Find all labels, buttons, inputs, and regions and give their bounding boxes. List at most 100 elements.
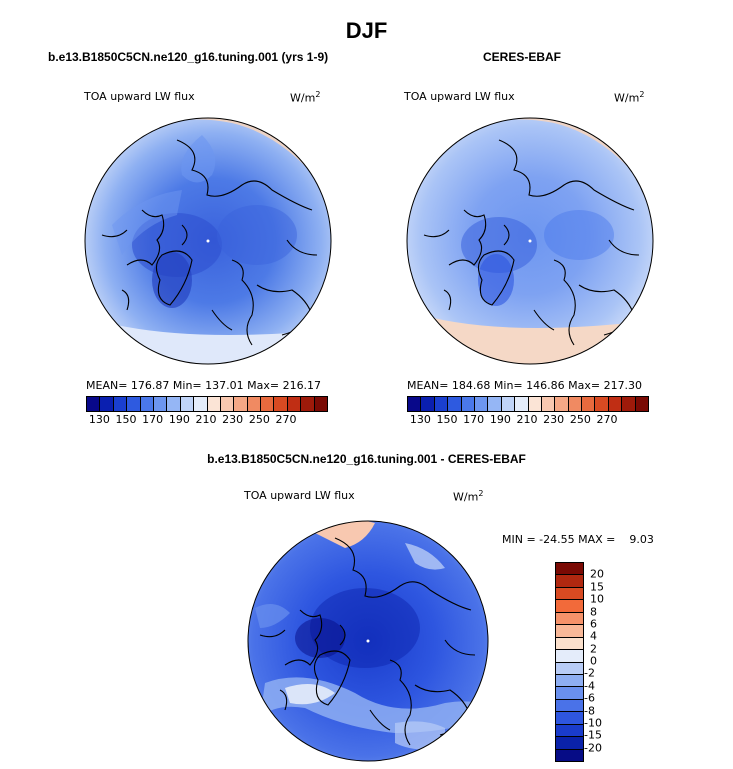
colorbar-tick-label: 190 (168, 413, 190, 426)
colorbar-swatch (556, 650, 583, 663)
colorbar-swatch (595, 397, 609, 411)
colorbar-swatch (556, 674, 583, 688)
colorbar-swatch (556, 737, 583, 750)
colorbar-swatch (556, 625, 583, 638)
colorbar-tick-label: 210 (516, 413, 538, 426)
colorbar-tick-label: 150 (115, 413, 137, 426)
colorbar-swatch (140, 397, 154, 411)
colorbar-tick-label: 250 (569, 413, 591, 426)
colorbar-tick-label: 270 (596, 413, 618, 426)
model-colorbar (86, 396, 328, 412)
colorbar-swatch (421, 397, 435, 411)
colorbar-tick-label: 4 (590, 629, 597, 643)
diff-colorbar-ticks: 20 15 10 8 6 4 2 0 -2 -4 -6 -8 -10 -15 -20 (584, 562, 620, 760)
colorbar-swatch (528, 397, 542, 411)
colorbar-tick-label: 2 (590, 642, 597, 656)
colorbar-swatch (207, 397, 221, 411)
colorbar-swatch (582, 397, 596, 411)
colorbar-tick-label: -8 (584, 704, 595, 717)
model-polar-map (84, 117, 332, 365)
colorbar-tick-label: 130 (409, 413, 431, 426)
colorbar-tick-label: -4 (584, 679, 595, 693)
colorbar-swatch (556, 600, 583, 613)
colorbar-swatch (113, 397, 128, 411)
colorbar-swatch (556, 612, 583, 626)
colorbar-swatch (501, 397, 516, 411)
obs-polar-map (406, 117, 654, 365)
colorbar-tick-label: 230 (222, 413, 244, 426)
colorbar-tick-label: -15 (584, 728, 602, 742)
colorbar-swatch (261, 397, 275, 411)
colorbar-swatch (301, 397, 315, 411)
colorbar-swatch (87, 397, 101, 411)
diff-panel-title: b.e13.B1850C5CN.ne120_g16.tuning.001 - C… (207, 452, 526, 466)
colorbar-tick-label: 20 (590, 567, 604, 581)
obs-colorbar (407, 396, 649, 412)
colorbar-swatch (556, 687, 583, 700)
colorbar-tick-label: 170 (463, 413, 485, 426)
colorbar-swatch (556, 662, 583, 675)
colorbar-swatch (556, 699, 583, 713)
colorbar-swatch (220, 397, 235, 411)
model-units-label: W/m2 (290, 90, 321, 105)
colorbar-swatch (556, 749, 583, 761)
diff-variable-label: TOA upward LW flux (244, 489, 355, 502)
model-variable-label: TOA upward LW flux (84, 90, 195, 103)
colorbar-tick-label: 150 (436, 413, 458, 426)
colorbar-swatch (556, 587, 583, 601)
colorbar-swatch (622, 397, 636, 411)
colorbar-swatch (234, 397, 248, 411)
model-panel-title: b.e13.B1850C5CN.ne120_g16.tuning.001 (yr… (48, 50, 329, 64)
colorbar-swatch (515, 397, 529, 411)
colorbar-tick-label: 130 (88, 413, 110, 426)
colorbar-tick-label: 10 (590, 592, 604, 606)
colorbar-swatch (448, 397, 462, 411)
obs-units-label: W/m2 (614, 90, 645, 105)
colorbar-swatch (541, 397, 556, 411)
colorbar-swatch (556, 724, 583, 738)
colorbar-tick-label: 190 (489, 413, 511, 426)
colorbar-tick-label: 230 (543, 413, 565, 426)
colorbar-tick-label: -10 (584, 716, 602, 730)
colorbar-tick-label: 6 (590, 617, 597, 631)
colorbar-swatch (194, 397, 208, 411)
colorbar-swatch (556, 563, 583, 576)
colorbar-tick-label: 250 (248, 413, 270, 426)
obs-stats: MEAN= 184.68 Min= 146.86 Max= 217.30 (407, 379, 643, 392)
colorbar-swatch (555, 397, 569, 411)
colorbar-swatch (608, 397, 623, 411)
colorbar-tick-label: 170 (142, 413, 164, 426)
colorbar-swatch (434, 397, 449, 411)
page-title: DJF (345, 18, 388, 43)
colorbar-swatch (556, 575, 583, 588)
colorbar-swatch (100, 397, 114, 411)
colorbar-swatch (408, 397, 422, 411)
colorbar-swatch (568, 397, 583, 411)
colorbar-swatch (127, 397, 141, 411)
colorbar-tick-label: 0 (590, 654, 597, 668)
obs-panel-title: CERES-EBAF (483, 50, 562, 64)
diff-colorbar (555, 562, 584, 762)
colorbar-swatch (556, 637, 583, 651)
model-stats: MEAN= 176.87 Min= 137.01 Max= 216.17 (86, 379, 322, 392)
obs-variable-label: TOA upward LW flux (404, 90, 515, 103)
colorbar-swatch (461, 397, 475, 411)
colorbar-tick-label: 8 (590, 605, 597, 618)
colorbar-swatch (180, 397, 195, 411)
colorbar-swatch (314, 397, 328, 411)
diff-minmax: MIN = -24.55 MAX = 9.03 (502, 533, 654, 546)
colorbar-swatch (474, 397, 489, 411)
colorbar-tick-label: -20 (584, 741, 602, 755)
diff-units-label: W/m2 (453, 489, 484, 504)
diff-polar-map (247, 520, 489, 762)
colorbar-swatch (247, 397, 262, 411)
colorbar-tick-label: 210 (195, 413, 217, 426)
colorbar-swatch (488, 397, 502, 411)
colorbar-tick-label: -2 (584, 666, 595, 680)
colorbar-swatch (153, 397, 168, 411)
colorbar-tick-label: -6 (584, 691, 595, 705)
colorbar-swatch (556, 712, 583, 725)
colorbar-swatch (635, 397, 649, 411)
colorbar-tick-label: 15 (590, 580, 604, 594)
colorbar-tick-label: 270 (275, 413, 297, 426)
